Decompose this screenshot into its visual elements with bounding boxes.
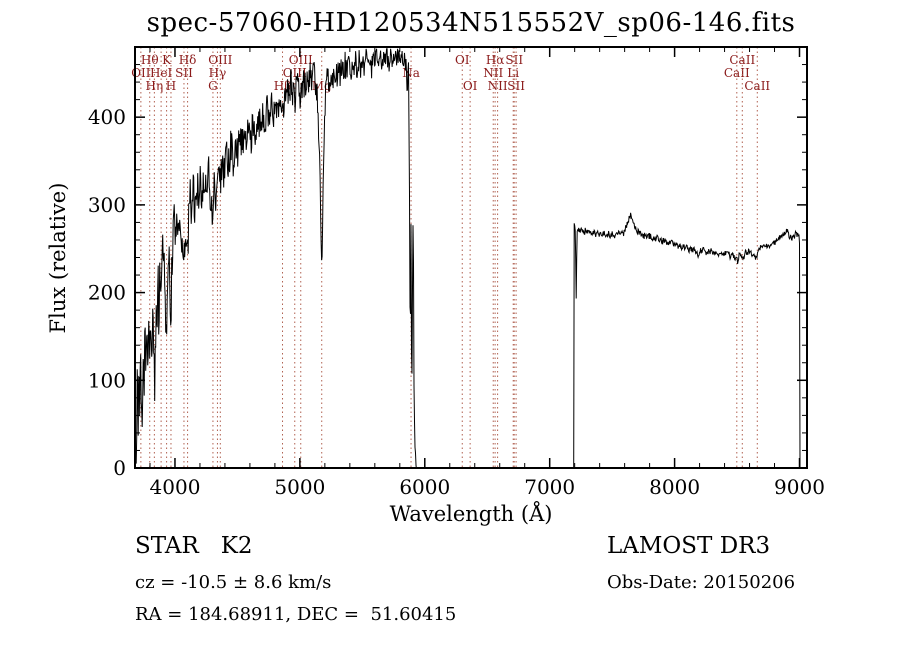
feature-label: Hδ (179, 53, 197, 67)
x-tick-label: 8000 (649, 475, 700, 499)
y-tick-label: 400 (88, 105, 126, 129)
ra-dec-line: RA = 184.68911, DEC = 51.60415 (135, 604, 457, 625)
feature-label: NII (483, 66, 503, 80)
survey-label: LAMOST DR3 (607, 533, 771, 559)
feature-label: Hθ (141, 53, 159, 67)
feature-label: OIII (208, 53, 232, 67)
feature-label: OI (455, 53, 470, 67)
y-tick-label: 200 (88, 281, 126, 305)
x-tick-label: 5000 (274, 475, 325, 499)
feature-label: SII (175, 66, 193, 80)
spectrum-line-red (573, 212, 801, 469)
feature-label: NII (488, 79, 508, 93)
feature-label: K (162, 53, 172, 67)
feature-label: CaII (729, 53, 755, 67)
object-class-label: STAR K2 (135, 533, 253, 559)
y-tick-label: 300 (88, 193, 126, 217)
feature-label: Hγ (209, 66, 227, 80)
x-axis-label: Wavelength (Å) (389, 502, 553, 526)
plot-title: spec-57060-HD120534N515552V_sp06-146.fit… (146, 8, 796, 38)
feature-label: OI (463, 79, 478, 93)
x-tick-label: 7000 (524, 475, 575, 499)
y-tick-label: 100 (88, 368, 126, 392)
feature-label: SII (505, 53, 523, 67)
feature-label: OII (131, 66, 151, 80)
cz-line: cz = -10.5 ± 8.6 km/s (135, 572, 332, 593)
x-tick-label: 4000 (150, 475, 201, 499)
feature-label: HeI (150, 66, 173, 80)
x-tick-label: 6000 (399, 475, 450, 499)
feature-label: Na (402, 66, 420, 80)
feature-label: OIII (289, 53, 313, 67)
feature-label: CaII (744, 79, 770, 93)
spectrum-line-blue (135, 48, 417, 469)
feature-label: CaII (724, 66, 750, 80)
feature-label: Li (507, 66, 519, 80)
feature-label: SII (507, 79, 525, 93)
feature-label: Hα (486, 53, 505, 67)
feature-label: Hη (146, 79, 164, 93)
feature-label: H (166, 79, 176, 93)
x-tick-label: 9000 (774, 475, 825, 499)
y-axis-label: Flux (relative) (46, 182, 70, 334)
y-tick-label: 0 (113, 456, 126, 480)
feature-label: G (208, 79, 218, 93)
plot-frame (134, 46, 808, 469)
obs-date-line: Obs-Date: 20150206 (607, 572, 796, 593)
